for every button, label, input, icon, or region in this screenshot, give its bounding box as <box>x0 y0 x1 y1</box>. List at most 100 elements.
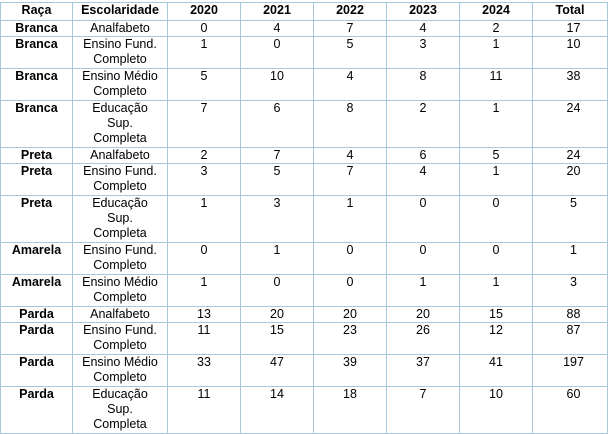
cell-raca: Branca <box>0 36 73 69</box>
header-escolaridade: Escolaridade <box>72 2 168 21</box>
cell-year-value: 14 <box>240 386 314 434</box>
escolaridade-line: Ensino Fund. <box>83 323 157 338</box>
cell-year-value: 2 <box>459 20 533 37</box>
cell-escolaridade: Ensino Médio Completo <box>72 274 168 307</box>
cell-year-value: 4 <box>386 20 460 37</box>
table-row: Preta Ensino Fund. Completo 3 5 7 4 1 20 <box>0 163 608 196</box>
cell-total: 24 <box>532 100 608 148</box>
cell-year-value: 41 <box>459 354 533 387</box>
cell-raca: Preta <box>0 147 73 164</box>
cell-year-value: 1 <box>459 163 533 196</box>
escolaridade-line: Analfabeto <box>90 21 150 36</box>
cell-year-value: 7 <box>240 147 314 164</box>
cell-escolaridade: Educação Sup. Completa <box>72 386 168 434</box>
cell-year-value: 0 <box>459 195 533 243</box>
table-row: Branca Ensino Médio Completo 5 10 4 8 11 38 <box>0 68 608 101</box>
cell-year-value: 10 <box>240 68 314 101</box>
cell-year-value: 0 <box>313 242 387 275</box>
cell-year-value: 1 <box>459 100 533 148</box>
cell-raca: Branca <box>0 20 73 37</box>
cell-escolaridade: Analfabeto <box>72 306 168 323</box>
cell-escolaridade: Analfabeto <box>72 147 168 164</box>
cell-escolaridade: Educação Sup. Completa <box>72 195 168 243</box>
escolaridade-line: Completo <box>93 84 147 98</box>
cell-year-value: 1 <box>167 36 241 69</box>
escolaridade-line: Educação <box>92 387 148 402</box>
header-2020: 2020 <box>167 2 241 21</box>
cell-total: 10 <box>532 36 608 69</box>
cell-year-value: 0 <box>167 20 241 37</box>
cell-total: 20 <box>532 163 608 196</box>
escolaridade-line: Ensino Fund. <box>83 243 157 258</box>
table-row: Branca Ensino Fund. Completo 1 0 5 3 1 10 <box>0 36 608 69</box>
cell-total: 24 <box>532 147 608 164</box>
cell-year-value: 0 <box>459 242 533 275</box>
table-row: Parda Ensino Médio Completo 33 47 39 37 41 197 <box>0 354 608 387</box>
cell-total: 3 <box>532 274 608 307</box>
cell-year-value: 5 <box>459 147 533 164</box>
cell-escolaridade: Ensino Fund. Completo <box>72 242 168 275</box>
table-row: Preta Educação Sup. Completa 1 3 1 0 0 5 <box>0 195 608 243</box>
escolaridade-line: Ensino Fund. <box>83 37 157 52</box>
escolaridade-line: Completo <box>93 179 147 193</box>
cell-total: 1 <box>532 242 608 275</box>
table-row: Parda Ensino Fund. Completo 11 15 23 26 12 87 <box>0 322 608 355</box>
cell-raca: Amarela <box>0 242 73 275</box>
cell-year-value: 3 <box>386 36 460 69</box>
cell-year-value: 2 <box>167 147 241 164</box>
cell-year-value: 4 <box>240 20 314 37</box>
cell-total: 17 <box>532 20 608 37</box>
cell-year-value: 26 <box>386 322 460 355</box>
cell-year-value: 39 <box>313 354 387 387</box>
cell-year-value: 20 <box>313 306 387 323</box>
cell-raca: Branca <box>0 68 73 101</box>
header-total: Total <box>532 2 608 21</box>
cell-year-value: 8 <box>386 68 460 101</box>
escolaridade-line: Completo <box>93 290 147 304</box>
cell-year-value: 11 <box>167 322 241 355</box>
cell-year-value: 47 <box>240 354 314 387</box>
cell-total: 38 <box>532 68 608 101</box>
table-row: Amarela Ensino Fund. Completo 0 1 0 0 0 1 <box>0 242 608 275</box>
escolaridade-line: Educação <box>92 196 148 211</box>
cell-year-value: 15 <box>240 322 314 355</box>
cell-year-value: 37 <box>386 354 460 387</box>
cell-year-value: 7 <box>167 100 241 148</box>
escolaridade-line: Sup. <box>107 211 133 225</box>
table-body: Branca Analfabeto 0 4 7 4 2 17 Branca Ensino Fund… <box>0 20 608 434</box>
cell-year-value: 12 <box>459 322 533 355</box>
cell-year-value: 6 <box>240 100 314 148</box>
escolaridade-line: Completa <box>93 131 147 145</box>
cell-year-value: 7 <box>313 163 387 196</box>
cell-year-value: 1 <box>313 195 387 243</box>
cell-year-value: 1 <box>459 36 533 69</box>
cell-escolaridade: Analfabeto <box>72 20 168 37</box>
escolaridade-line: Sup. <box>107 116 133 130</box>
escolaridade-line: Ensino Médio <box>82 69 158 84</box>
cell-year-value: 4 <box>313 68 387 101</box>
cell-raca: Preta <box>0 163 73 196</box>
cell-year-value: 6 <box>386 147 460 164</box>
cell-year-value: 23 <box>313 322 387 355</box>
escolaridade-line: Completo <box>93 338 147 352</box>
header-raca: Raça <box>0 2 73 21</box>
cell-total: 88 <box>532 306 608 323</box>
cell-year-value: 0 <box>386 195 460 243</box>
cell-year-value: 3 <box>240 195 314 243</box>
cell-raca: Parda <box>0 306 73 323</box>
cell-year-value: 8 <box>313 100 387 148</box>
cell-escolaridade: Ensino Médio Completo <box>72 68 168 101</box>
cell-escolaridade: Ensino Fund. Completo <box>72 322 168 355</box>
cell-year-value: 1 <box>459 274 533 307</box>
cell-escolaridade: Ensino Fund. Completo <box>72 36 168 69</box>
cell-year-value: 33 <box>167 354 241 387</box>
header-2022: 2022 <box>313 2 387 21</box>
cell-year-value: 7 <box>313 20 387 37</box>
cell-total: 197 <box>532 354 608 387</box>
cell-year-value: 11 <box>459 68 533 101</box>
cell-raca: Branca <box>0 100 73 148</box>
header-row: Raça Escolaridade 2020 2021 2022 2023 20… <box>0 2 608 21</box>
cell-raca: Amarela <box>0 274 73 307</box>
cell-year-value: 15 <box>459 306 533 323</box>
